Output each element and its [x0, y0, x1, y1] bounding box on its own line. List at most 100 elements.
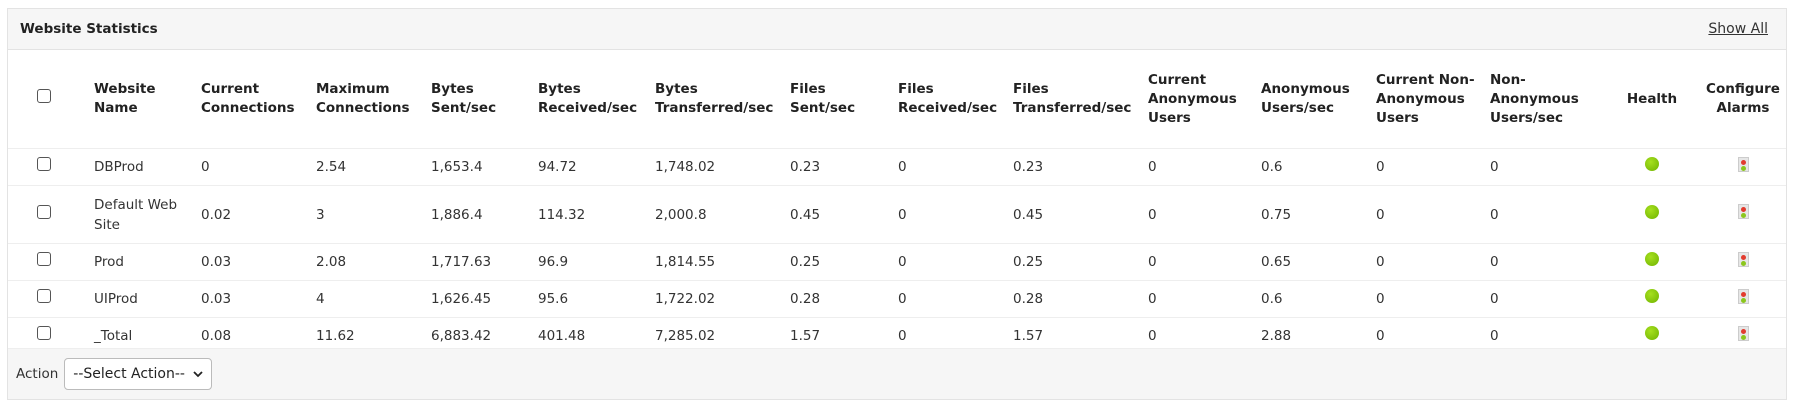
cell: 1.57: [1013, 317, 1148, 354]
health-status-icon: [1645, 289, 1659, 303]
configure-alarm-icon[interactable]: [1737, 325, 1749, 341]
cell: 3: [316, 185, 431, 244]
column-header: Files Sent/sec: [790, 81, 856, 116]
cell: 0.45: [790, 185, 898, 244]
row-checkbox[interactable]: [37, 157, 51, 171]
cell: 7,285.02: [655, 317, 790, 354]
cell: 95.6: [538, 280, 655, 318]
cell: 1,814.55: [655, 243, 790, 281]
cell: 0: [1148, 317, 1261, 354]
cell: 2.08: [316, 243, 431, 281]
cell: 0: [1148, 243, 1261, 281]
column-header: Current Non-Anonymous Users: [1376, 71, 1475, 126]
cell: 96.9: [538, 243, 655, 281]
cell: 401.48: [538, 317, 655, 354]
health-status-icon: [1645, 157, 1659, 171]
cell: 6,883.42: [431, 317, 538, 354]
cell: 4: [316, 280, 431, 318]
column-header: Maximum Connections: [316, 81, 410, 116]
cell: 0: [1376, 280, 1490, 318]
cell: 0: [1148, 185, 1261, 244]
cell: 0: [1490, 243, 1604, 281]
cell: 0: [1490, 280, 1604, 318]
cell: 1.57: [790, 317, 898, 354]
website-name: UIProd: [94, 280, 201, 318]
column-header: Bytes Received/sec: [538, 81, 638, 116]
cell: 0.25: [790, 243, 898, 281]
cell: 0: [1490, 148, 1604, 186]
cell: 0.6: [1261, 148, 1376, 186]
cell: 0: [898, 148, 1013, 186]
website-name: DBProd: [94, 148, 201, 186]
panel-header: Website Statistics Show All: [8, 9, 1786, 50]
cell: 2,000.8: [655, 185, 790, 244]
table-row: Default Web Site 0.02 3 1,886.4 114.32 2,000.…: [8, 185, 1786, 244]
table-row: _Total 0.08 11.62 6,883.42 401.48 7,285.02 1.5…: [8, 317, 1786, 354]
cell: 0.65: [1261, 243, 1376, 281]
configure-alarm-icon[interactable]: [1737, 204, 1749, 219]
column-header: Configure Alarms: [1706, 81, 1780, 116]
column-header: Anonymous Users/sec: [1261, 81, 1350, 116]
column-header: Files Transferred/sec: [1013, 81, 1132, 116]
stats-table: Website Name Current Connections Maximum C…: [8, 50, 1786, 354]
cell: 0: [1490, 317, 1604, 354]
column-header: Current Anonymous Users: [1148, 71, 1237, 126]
configure-alarm-icon[interactable]: [1737, 156, 1749, 172]
column-header: Files Received/sec: [898, 81, 998, 116]
cell: 0.03: [201, 280, 316, 318]
row-checkbox[interactable]: [37, 252, 51, 266]
column-header: Bytes Transferred/sec: [655, 81, 774, 116]
website-name: Prod: [94, 243, 201, 281]
cell: 0: [1376, 317, 1490, 354]
cell: 0.28: [1013, 280, 1148, 318]
table-row: UIProd 0.03 4 1,626.45 95.6 1,722.02 0.28 0 0.28…: [8, 280, 1786, 318]
cell: 0.08: [201, 317, 316, 354]
cell: 0.6: [1261, 280, 1376, 318]
cell: 1,626.45: [431, 280, 538, 318]
column-header: Health: [1626, 90, 1678, 107]
table-row: DBProd 0 2.54 1,653.4 94.72 1,748.02 0.23 0 0.23…: [8, 148, 1786, 186]
table-header-row: Website Name Current Connections Maximum C…: [8, 50, 1786, 149]
column-header: Website Name: [94, 81, 156, 116]
cell: 2.54: [316, 148, 431, 186]
cell: 1,717.63: [431, 243, 538, 281]
show-all-link[interactable]: Show All: [1708, 21, 1768, 37]
cell: 0.23: [790, 148, 898, 186]
column-header: Current Connections: [201, 81, 295, 116]
cell: 0.03: [201, 243, 316, 281]
cell: 1,653.4: [431, 148, 538, 186]
cell: 0: [898, 317, 1013, 354]
select-all-checkbox[interactable]: [37, 89, 51, 103]
configure-alarm-icon[interactable]: [1737, 288, 1749, 304]
table-row: Prod 0.03 2.08 1,717.63 96.9 1,814.55 0.25 0 0.2…: [8, 243, 1786, 281]
row-checkbox[interactable]: [37, 326, 51, 340]
cell: 11.62: [316, 317, 431, 354]
cell: 0: [1148, 280, 1261, 318]
website-name: _Total: [94, 317, 201, 354]
column-header: Bytes Sent/sec: [431, 81, 497, 116]
cell: 0: [1148, 148, 1261, 186]
cell: 1,748.02: [655, 148, 790, 186]
configure-alarm-icon[interactable]: [1737, 251, 1749, 267]
cell: 0.23: [1013, 148, 1148, 186]
website-statistics-panel: Website Statistics Show All Website Name…: [7, 8, 1787, 400]
cell: 114.32: [538, 185, 655, 244]
cell: 0.25: [1013, 243, 1148, 281]
cell: 0: [898, 185, 1013, 244]
cell: 0: [1490, 185, 1604, 244]
cell: 0.02: [201, 185, 316, 244]
row-checkbox[interactable]: [37, 204, 51, 219]
cell: 0: [898, 280, 1013, 318]
health-status-icon: [1645, 326, 1659, 340]
cell: 2.88: [1261, 317, 1376, 354]
panel-title: Website Statistics: [20, 21, 158, 37]
action-select[interactable]: --Select Action--: [64, 358, 212, 390]
row-checkbox[interactable]: [37, 289, 51, 303]
action-label: Action: [16, 366, 59, 382]
cell: 0.28: [790, 280, 898, 318]
chevron-down-icon: [193, 370, 203, 377]
cell: 94.72: [538, 148, 655, 186]
action-select-value: --Select Action--: [73, 366, 185, 382]
action-bar: Action --Select Action--: [8, 348, 1786, 399]
health-status-icon: [1645, 204, 1659, 219]
